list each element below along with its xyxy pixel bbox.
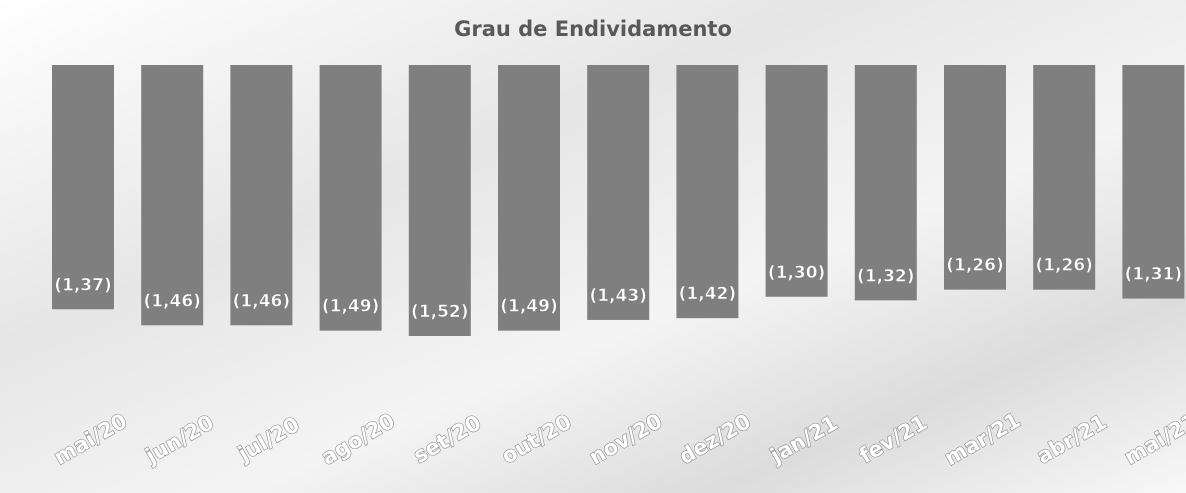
bar <box>498 65 560 331</box>
data-label: (1,52) <box>411 302 468 322</box>
data-label: (1,30) <box>768 263 825 283</box>
bar <box>1122 65 1185 299</box>
bar <box>944 65 1006 290</box>
bar <box>141 65 204 326</box>
data-label: (1,26) <box>1035 256 1092 276</box>
bar <box>676 65 739 319</box>
bar <box>408 65 471 336</box>
bar <box>854 65 917 301</box>
bar <box>319 65 382 331</box>
bar <box>765 65 828 297</box>
bar <box>587 65 650 320</box>
bar <box>230 65 293 326</box>
data-label: (1,46) <box>233 291 290 311</box>
data-label: (1,49) <box>500 297 557 317</box>
bar <box>1033 65 1096 290</box>
data-label: (1,42) <box>679 284 736 304</box>
data-label: (1,43) <box>589 286 646 306</box>
data-label: (1,31) <box>1125 265 1182 285</box>
chart-title: Grau de Endividamento <box>454 17 732 41</box>
data-label: (1,32) <box>857 266 914 286</box>
data-label: (1,26) <box>946 256 1003 276</box>
data-label: (1,49) <box>322 297 379 317</box>
bar <box>52 65 114 310</box>
data-label: (1,46) <box>143 291 200 311</box>
data-label: (1,37) <box>54 275 111 295</box>
